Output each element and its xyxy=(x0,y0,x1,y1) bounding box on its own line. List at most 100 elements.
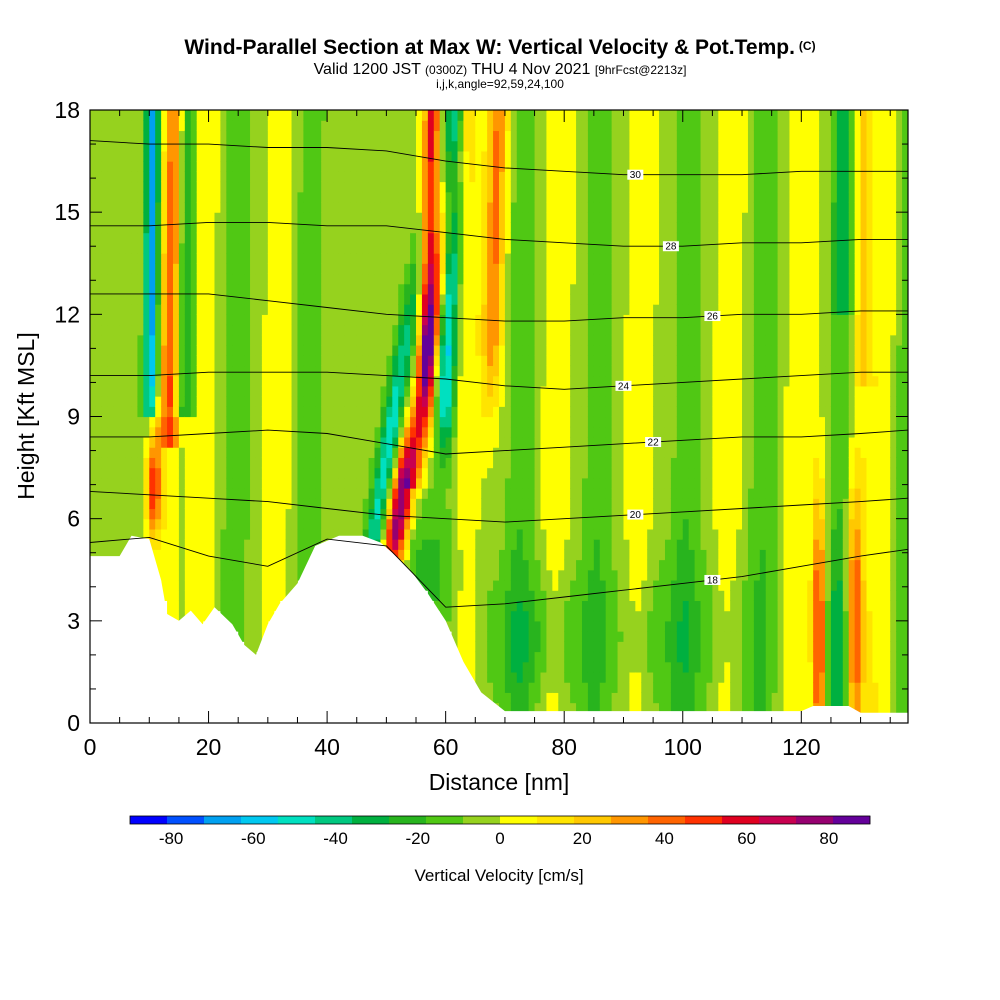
velocity-cell xyxy=(303,385,310,397)
velocity-cell xyxy=(516,457,524,469)
velocity-cell xyxy=(516,201,524,213)
velocity-cell xyxy=(475,549,482,561)
velocity-cell xyxy=(356,508,364,520)
velocity-cell xyxy=(279,171,287,183)
velocity-cell xyxy=(504,232,512,244)
velocity-cell xyxy=(599,692,607,704)
velocity-cell xyxy=(380,181,387,193)
velocity-cell xyxy=(149,181,156,193)
velocity-cell xyxy=(107,426,115,438)
velocity-cell xyxy=(516,508,524,520)
velocity-cell xyxy=(475,651,482,663)
velocity-cell xyxy=(552,396,559,407)
velocity-cell xyxy=(362,406,370,418)
velocity-cell xyxy=(238,539,245,550)
velocity-cell xyxy=(439,579,447,591)
velocity-cell xyxy=(433,518,441,530)
velocity-cell xyxy=(119,242,127,254)
velocity-cell xyxy=(540,590,548,601)
velocity-cell xyxy=(593,631,601,642)
velocity-cell xyxy=(226,181,233,193)
velocity-cell xyxy=(95,324,103,336)
velocity-cell xyxy=(552,528,559,540)
velocity-cell xyxy=(605,610,613,622)
velocity-cell xyxy=(143,324,150,336)
velocity-cell xyxy=(540,610,548,622)
velocity-cell xyxy=(463,406,470,418)
velocity-cell xyxy=(255,467,263,479)
velocity-cell xyxy=(208,406,216,418)
velocity-cell xyxy=(90,436,97,448)
velocity-cell xyxy=(404,488,411,499)
velocity-cell xyxy=(380,518,387,530)
velocity-cell xyxy=(629,212,636,223)
velocity-cell xyxy=(623,150,631,162)
velocity-cell xyxy=(273,436,281,448)
velocity-cell xyxy=(475,508,482,520)
velocity-cell xyxy=(250,539,257,550)
velocity-cell xyxy=(155,436,162,448)
velocity-cell xyxy=(499,253,506,264)
velocity-cell xyxy=(617,191,625,203)
velocity-cell xyxy=(398,457,405,469)
velocity-cell xyxy=(125,498,133,510)
velocity-cell xyxy=(244,242,251,254)
velocity-cell xyxy=(516,385,524,397)
velocity-cell xyxy=(463,365,470,377)
velocity-cell xyxy=(333,375,340,387)
velocity-cell xyxy=(309,406,316,418)
velocity-cell xyxy=(220,344,227,356)
velocity-cell xyxy=(291,242,299,254)
velocity-cell xyxy=(202,140,210,152)
velocity-cell xyxy=(107,181,115,193)
velocity-cell xyxy=(504,375,512,387)
velocity-cell xyxy=(570,396,577,407)
velocity-cell xyxy=(374,457,382,469)
velocity-cell xyxy=(457,396,465,407)
velocity-cell xyxy=(267,110,275,121)
velocity-cell xyxy=(149,334,156,346)
velocity-cell xyxy=(564,263,571,275)
velocity-cell xyxy=(416,467,423,479)
velocity-cell xyxy=(338,498,346,510)
velocity-cell xyxy=(599,426,607,438)
velocity-cell xyxy=(599,549,607,561)
velocity-cell xyxy=(587,201,595,213)
velocity-cell xyxy=(380,283,387,295)
velocity-cell xyxy=(208,181,216,193)
velocity-cell xyxy=(481,426,488,438)
velocity-cell xyxy=(279,314,287,326)
velocity-cell xyxy=(410,549,417,561)
velocity-cell xyxy=(107,416,115,428)
velocity-cell xyxy=(475,130,482,142)
velocity-cell xyxy=(546,436,553,448)
velocity-cell xyxy=(475,222,482,234)
velocity-cell xyxy=(581,590,589,601)
velocity-cell xyxy=(208,590,216,601)
velocity-cell xyxy=(398,406,405,418)
velocity-cell xyxy=(392,488,399,499)
velocity-cell xyxy=(178,508,186,520)
velocity-cell xyxy=(267,447,275,458)
velocity-cell xyxy=(119,324,127,336)
velocity-cell xyxy=(570,314,577,326)
velocity-cell xyxy=(90,110,97,121)
velocity-cell xyxy=(647,191,654,203)
velocity-cell xyxy=(416,559,423,571)
velocity-cell xyxy=(516,661,524,673)
velocity-cell xyxy=(427,569,435,581)
velocity-cell xyxy=(445,406,453,418)
velocity-cell xyxy=(558,263,565,275)
velocity-cell xyxy=(398,334,405,346)
velocity-cell xyxy=(101,130,109,142)
velocity-cell xyxy=(232,304,239,315)
velocity-cell xyxy=(190,304,198,315)
velocity-cell xyxy=(333,130,340,142)
velocity-cell xyxy=(546,293,553,305)
velocity-cell xyxy=(178,120,186,132)
velocity-cell xyxy=(119,344,127,356)
velocity-cell xyxy=(380,201,387,213)
velocity-cell xyxy=(487,508,494,520)
velocity-cell xyxy=(214,375,222,387)
velocity-cell xyxy=(416,344,423,356)
